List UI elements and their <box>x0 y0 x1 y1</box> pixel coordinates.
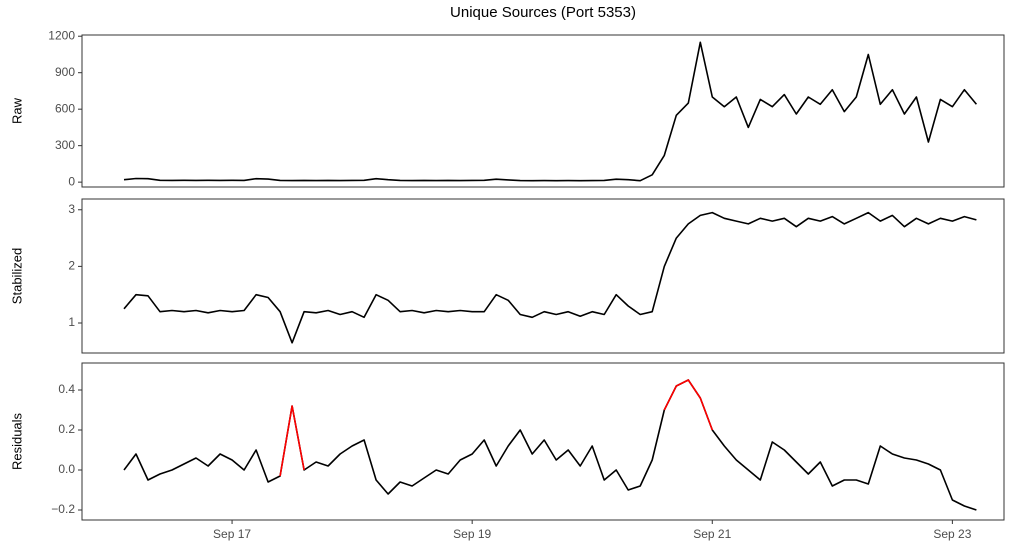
data-line <box>123 211 977 344</box>
y-tick-label: 2 <box>68 259 75 273</box>
data-line <box>663 379 714 431</box>
x-tick-label: Sep 17 <box>213 527 251 541</box>
y-axis-label: Residuals <box>9 412 24 470</box>
y-tick-label: −0.2 <box>51 502 75 516</box>
y-tick-label: 0 <box>68 174 75 188</box>
chart-title: Unique Sources (Port 5353) <box>450 4 636 21</box>
y-tick-label: 1 <box>68 315 75 329</box>
panel-frame <box>81 362 1005 521</box>
data-line <box>279 405 305 477</box>
y-tick-label: 0.4 <box>58 382 75 396</box>
y-tick-label: 900 <box>55 65 75 79</box>
y-tick-label: 0.2 <box>58 422 75 436</box>
x-tick-label: Sep 23 <box>933 527 971 541</box>
panel-frame <box>81 34 1005 188</box>
x-tick-label: Sep 21 <box>693 527 731 541</box>
x-tick-label: Sep 19 <box>453 527 491 541</box>
y-axis-label: Stabilized <box>9 248 24 304</box>
data-line <box>123 41 978 182</box>
y-axis-label: Raw <box>9 97 24 124</box>
y-tick-label: 300 <box>55 138 75 152</box>
panel-frame <box>81 198 1005 354</box>
data-line <box>123 379 977 511</box>
y-tick-label: 1200 <box>48 28 75 42</box>
y-tick-label: 600 <box>55 101 75 115</box>
y-tick-label: 0.0 <box>58 462 75 476</box>
y-tick-label: 3 <box>68 202 75 216</box>
